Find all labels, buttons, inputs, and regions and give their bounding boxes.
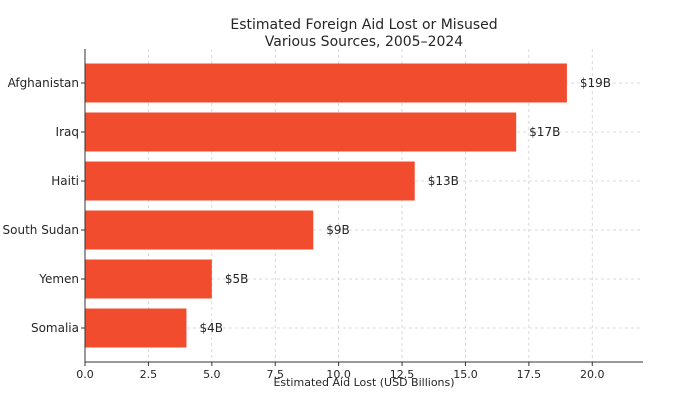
y-tick-label: Somalia (31, 321, 79, 335)
axis-layer (81, 49, 643, 366)
bar-somalia (85, 308, 187, 348)
x-axis-label: Estimated Aid Lost (USD Billions) (273, 376, 454, 389)
x-tick-label: 5.0 (203, 368, 221, 381)
y-tick-label: Yemen (38, 272, 79, 286)
bar-value-label: $13B (428, 174, 459, 188)
x-tick-label: 17.5 (517, 368, 542, 381)
bar-value-label: $5B (225, 272, 249, 286)
bar-afghanistan (85, 63, 567, 103)
y-tick-label: Haiti (51, 174, 79, 188)
chart-title: Estimated Foreign Aid Lost or Misused (230, 17, 497, 33)
y-tick-label: Iraq (56, 125, 79, 139)
bar-iraq (85, 112, 517, 152)
bar-haiti (85, 161, 415, 201)
label-layer: 0.0 2.5 5.0 7.5 10.0 12.5 15.0 17.5 20.0 $19B Afgh… (3, 76, 612, 381)
bar-value-label: $17B (529, 125, 560, 139)
y-tick-label: South Sudan (3, 223, 80, 237)
bar-south-sudan (85, 210, 314, 250)
chart-subtitle: Various Sources, 2005–2024 (265, 34, 464, 50)
x-tick-label: 2.5 (140, 368, 158, 381)
x-tick-label: 7.5 (266, 368, 284, 381)
x-tick-label: 12.5 (390, 368, 415, 381)
bar-value-label: $19B (580, 76, 611, 90)
y-tick-label: Afghanistan (8, 76, 79, 90)
bar-layer (85, 63, 567, 348)
bar-value-label: $9B (326, 223, 350, 237)
x-tick-label: 15.0 (453, 368, 478, 381)
bar-value-label: $4B (199, 321, 223, 335)
x-tick-label: 0.0 (76, 368, 94, 381)
bar-yemen (85, 259, 212, 299)
x-tick-label: 20.0 (580, 368, 605, 381)
x-tick-label: 10.0 (326, 368, 351, 381)
